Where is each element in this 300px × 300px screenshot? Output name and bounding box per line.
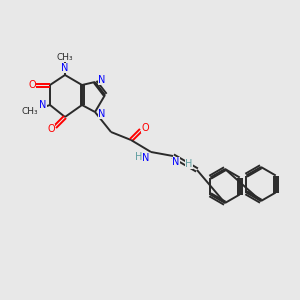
Text: N: N	[61, 63, 69, 73]
Text: CH₃: CH₃	[22, 106, 38, 116]
Text: O: O	[141, 123, 149, 133]
Text: N: N	[39, 100, 47, 110]
Text: N: N	[172, 157, 180, 167]
Text: O: O	[47, 124, 55, 134]
Text: CH₃: CH₃	[57, 52, 73, 62]
Text: N: N	[98, 109, 106, 119]
Text: O: O	[28, 80, 36, 90]
Text: N: N	[142, 153, 150, 163]
Text: N: N	[98, 75, 106, 85]
Text: H: H	[185, 159, 193, 169]
Text: H: H	[135, 152, 143, 162]
